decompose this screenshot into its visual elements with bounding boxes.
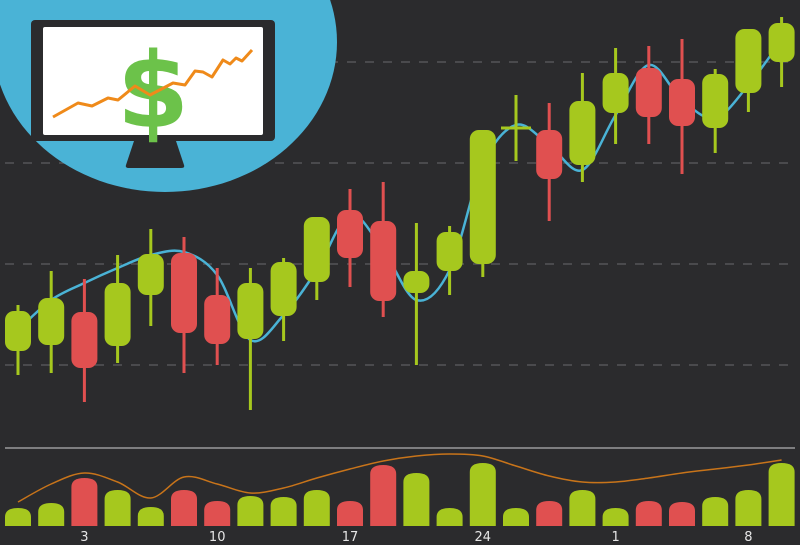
x-tick-label: 10 xyxy=(209,530,226,545)
monitor-badge: $ xyxy=(0,0,337,192)
candle-up xyxy=(237,268,264,410)
volume-bar xyxy=(436,508,463,526)
volume-bar xyxy=(171,490,197,526)
volume-bar xyxy=(303,490,330,526)
volume-bar xyxy=(403,473,430,526)
volume-bar xyxy=(602,508,629,526)
candle-up xyxy=(38,271,65,373)
candle-body xyxy=(38,298,65,345)
volume-bar xyxy=(536,501,563,526)
volume-bar xyxy=(768,463,795,526)
candle-body xyxy=(735,29,762,93)
candle-up xyxy=(469,130,496,277)
volume-bar xyxy=(503,508,529,526)
candles xyxy=(5,17,795,410)
candle-up xyxy=(5,305,31,375)
candle-down xyxy=(71,279,98,402)
candle-up xyxy=(403,223,430,365)
volume-bar xyxy=(38,503,65,526)
candle-body xyxy=(270,262,297,316)
x-tick-label: 17 xyxy=(342,530,359,545)
x-tick-label: 3 xyxy=(80,530,88,545)
candle-body xyxy=(337,210,363,258)
candle-body xyxy=(501,126,531,130)
candle-up xyxy=(501,95,531,161)
candle-body xyxy=(5,311,31,351)
candle-down xyxy=(204,268,231,365)
candle-body xyxy=(635,68,662,117)
candle-body xyxy=(436,232,463,271)
volume-bar xyxy=(237,496,264,526)
volume-bar xyxy=(204,501,231,526)
candle-body xyxy=(702,74,729,128)
candle-down xyxy=(370,182,397,317)
volume-bar xyxy=(569,490,596,526)
candle-body xyxy=(403,271,430,293)
candle-body xyxy=(469,130,496,264)
candle-up xyxy=(702,69,729,153)
candle-down xyxy=(635,46,662,144)
candle-body xyxy=(204,295,231,344)
volume-bar xyxy=(370,465,397,526)
candle-body xyxy=(237,283,264,339)
candle-body xyxy=(104,283,131,346)
candle-up xyxy=(735,29,762,112)
candle-up xyxy=(104,255,131,363)
volume-bar xyxy=(270,497,297,526)
candle-wick xyxy=(414,223,418,365)
candle-body xyxy=(303,217,330,282)
candle-up xyxy=(768,17,795,87)
candle-down xyxy=(171,237,197,373)
candle-body xyxy=(602,73,629,113)
volume-average-line xyxy=(17,453,782,503)
volume-bar xyxy=(104,490,131,526)
candle-up xyxy=(137,229,164,326)
candle-body xyxy=(171,253,197,333)
candle-body xyxy=(370,221,397,301)
candle-body xyxy=(569,101,596,165)
candle-body xyxy=(768,23,795,62)
candle-up xyxy=(436,226,463,295)
candle-body xyxy=(669,79,695,126)
candle-down xyxy=(337,189,363,287)
x-tick-label: 8 xyxy=(744,530,752,545)
monitor-screen xyxy=(43,27,263,135)
candle-body xyxy=(137,254,164,295)
candle-up xyxy=(270,258,297,341)
candle-down xyxy=(669,39,695,174)
volume-bar xyxy=(137,507,164,526)
candle-up xyxy=(303,217,330,300)
candle-up xyxy=(569,73,596,182)
volume-bars xyxy=(5,463,795,526)
x-tick-label: 1 xyxy=(611,530,619,545)
volume-bar xyxy=(469,463,496,526)
candle-up xyxy=(602,48,629,144)
candle-body xyxy=(536,130,563,179)
monitor-stand-icon xyxy=(125,141,185,168)
candle-body xyxy=(71,312,98,368)
volume-bar xyxy=(669,502,695,526)
rising-line-icon xyxy=(52,48,254,119)
volume-bar xyxy=(702,497,729,526)
volume-bar xyxy=(71,478,98,526)
x-axis-ticks: 3 10 17 24 1 8 xyxy=(80,530,752,545)
volume-bar xyxy=(635,501,662,526)
candle-down xyxy=(536,103,563,221)
volume-bar xyxy=(5,508,31,526)
volume-bar xyxy=(337,501,363,526)
x-tick-label: 24 xyxy=(475,530,492,545)
volume-bar xyxy=(735,490,762,526)
